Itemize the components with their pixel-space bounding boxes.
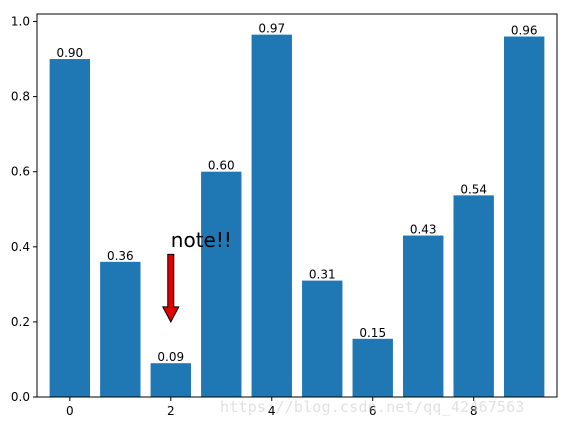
bar-value-label-6: 0.15 [359,326,386,340]
bar-6 [352,338,393,397]
axes-layer: 0 2 4 6 8 0.0 0.2 0.4 0.6 0.8 1.0 [11,13,558,418]
bar-value-label-1: 0.36 [107,249,134,263]
bar-2 [150,363,191,397]
bar-value-label-0: 0.90 [56,46,83,60]
y-tick-label-0: 0.0 [11,390,30,404]
value-labels-layer: 0.90 0.36 0.09 0.60 0.97 0.31 0.15 0.43 0.54 0.96 [56,22,537,365]
x-tick-label-2: 2 [167,404,175,418]
bars-layer [49,34,545,397]
bar-value-label-2: 0.09 [157,350,184,364]
x-tick-label-0: 0 [66,404,74,418]
annotation-text: note!! [171,228,232,252]
bar-0 [49,59,91,397]
bar-7 [403,235,444,397]
y-tick-label-3: 0.6 [11,165,30,179]
y-tick-label-2: 0.4 [11,240,30,254]
annotation-arrow [161,253,180,323]
y-tick-label-1: 0.2 [11,315,30,329]
bar-value-label-7: 0.43 [410,223,437,237]
x-tick-label-6: 6 [369,404,377,418]
y-tick-label-5: 1.0 [11,15,30,29]
bar-value-label-9: 0.96 [511,24,538,38]
bar-value-label-4: 0.97 [258,22,285,36]
bar-8 [453,195,494,397]
x-tick-label-8: 8 [470,404,478,418]
annotation-layer: note!! [161,228,232,323]
bar-1 [100,261,141,397]
y-tick-label-4: 0.8 [11,90,30,104]
bar-value-label-8: 0.54 [460,182,487,196]
bar-9 [503,36,545,397]
x-tick-label-4: 4 [268,404,276,418]
bar-value-label-3: 0.60 [208,159,235,173]
axes-frame [36,13,558,398]
bar-value-label-5: 0.31 [309,268,336,282]
bar-4 [251,34,292,397]
bar-3 [201,171,242,397]
bar-5 [302,280,343,397]
